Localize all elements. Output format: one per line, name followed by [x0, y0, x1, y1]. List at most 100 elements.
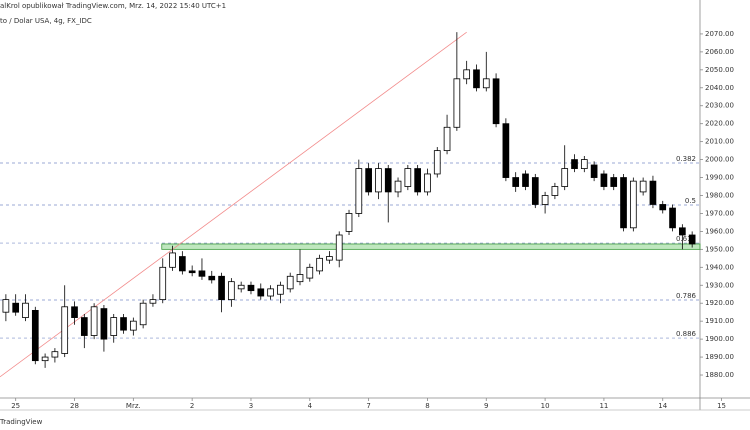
x-tick-label: 9 — [484, 402, 488, 410]
candle-body — [228, 281, 235, 301]
candle-body — [80, 317, 88, 336]
candle-body — [600, 173, 608, 187]
y-tick-label: 1970.00 — [705, 209, 734, 217]
x-tick-label: 14 — [658, 402, 667, 410]
candle-body — [149, 299, 157, 304]
candle-body — [169, 252, 176, 268]
candle-body — [443, 126, 451, 152]
y-tick-label: 2020.00 — [705, 120, 734, 128]
candle-body — [237, 284, 245, 290]
candle-body — [12, 302, 20, 313]
candle-body — [482, 78, 490, 89]
x-tick-label: 11 — [599, 402, 608, 410]
fib-label: 0.786 — [676, 292, 697, 300]
x-tick-label: 15 — [717, 402, 726, 410]
fib-label: 0.618 — [676, 235, 696, 243]
candle-body — [296, 274, 304, 283]
candle-body — [355, 168, 363, 214]
fib-label: 0.5 — [685, 197, 696, 205]
candle-body — [414, 168, 421, 193]
candle-body — [31, 309, 39, 362]
candle-body — [610, 177, 618, 187]
candle-body — [541, 195, 549, 205]
candle-body — [306, 266, 314, 279]
candle-body — [139, 302, 147, 326]
candle-body — [629, 180, 637, 229]
fib-label: 0.382 — [676, 155, 696, 163]
candle-body — [639, 180, 647, 193]
x-tick-label: 7 — [366, 402, 370, 410]
y-tick-label: 2050.00 — [705, 66, 734, 74]
candle-body — [208, 275, 216, 281]
y-tick-label: 1890.00 — [705, 353, 734, 361]
support-zone — [161, 243, 701, 250]
candle-body — [22, 302, 29, 318]
candle-body — [365, 168, 372, 193]
candle-body — [129, 320, 137, 331]
x-tick-label: 28 — [70, 402, 79, 410]
x-tick-label: 25 — [11, 402, 20, 410]
y-tick-label: 1980.00 — [705, 191, 734, 199]
candle-body — [71, 306, 78, 318]
candle-body — [679, 227, 686, 236]
candle-body — [531, 177, 539, 205]
candle-body — [502, 123, 510, 178]
candle-body — [316, 257, 323, 272]
y-tick-label: 2070.00 — [705, 30, 734, 38]
candle-body — [473, 69, 480, 89]
candle-body — [463, 69, 471, 80]
candle-body — [590, 164, 598, 178]
y-tick-label: 1940.00 — [705, 263, 734, 271]
candle-body — [375, 168, 382, 193]
candle-body — [120, 317, 127, 331]
x-tick-label: Mrz. — [126, 402, 141, 410]
candle-body — [41, 356, 49, 362]
y-tick-label: 2010.00 — [705, 138, 734, 146]
candle-body — [404, 168, 412, 187]
candle-body — [267, 288, 274, 297]
candle-body — [110, 317, 118, 336]
candle-body — [335, 234, 343, 261]
candle-body — [2, 299, 10, 313]
y-tick-label: 1910.00 — [705, 317, 734, 325]
y-tick-label: 1990.00 — [705, 174, 734, 182]
y-tick-label: 1900.00 — [705, 335, 734, 343]
candle-body — [218, 275, 225, 301]
y-tick-label: 1920.00 — [705, 299, 734, 307]
candle-body — [688, 234, 696, 245]
candle-body — [580, 159, 588, 169]
candle-body — [424, 173, 431, 193]
candle-body — [179, 256, 186, 272]
candle-body — [512, 177, 520, 187]
candle-body — [433, 150, 441, 175]
y-tick-label: 2060.00 — [705, 48, 734, 56]
candle-body — [61, 306, 69, 354]
candle-body — [620, 177, 627, 229]
trend-line — [0, 31, 467, 378]
candle-body — [90, 306, 98, 336]
candle-body — [247, 284, 255, 292]
candle-body — [551, 186, 559, 196]
candle-body — [277, 284, 284, 295]
x-tick-label: 3 — [249, 402, 253, 410]
y-tick-label: 2030.00 — [705, 102, 734, 110]
y-tick-label: 1950.00 — [705, 245, 734, 253]
candle-body — [51, 351, 59, 358]
symbol: to / Dolar USA, 4g, FX_IDC — [0, 17, 92, 25]
y-tick-label: 2040.00 — [705, 84, 734, 92]
candle-body — [453, 78, 461, 128]
candle-body — [159, 266, 167, 301]
header: alKrol opublikował TradingView.com, Mrz.… — [0, 2, 226, 10]
x-tick-label: 2 — [190, 402, 194, 410]
candle-body — [100, 308, 108, 340]
footer: TradingView — [0, 418, 43, 426]
x-tick-label: 8 — [425, 402, 429, 410]
candle-body — [394, 180, 402, 193]
candle-body — [188, 270, 196, 274]
y-tick-label: 2000.00 — [705, 156, 734, 164]
candle-body — [384, 168, 392, 193]
candle-body — [571, 159, 578, 169]
candle-body — [286, 275, 294, 290]
candle-body — [257, 288, 265, 297]
